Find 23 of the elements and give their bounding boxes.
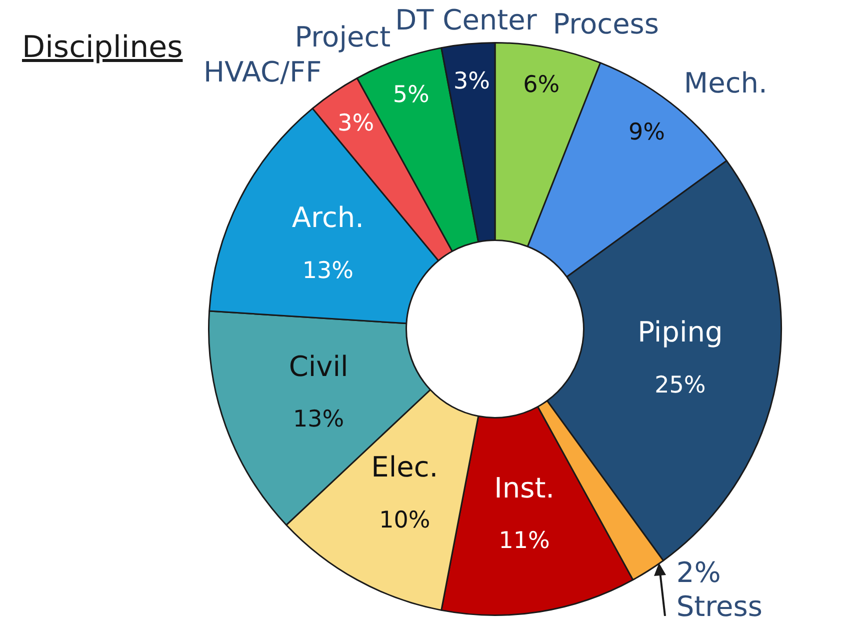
data-label: 11%	[498, 528, 550, 554]
slice-label: Process	[552, 7, 659, 40]
slice-label: Elec.	[371, 450, 438, 484]
slice-label: Mech.	[684, 66, 768, 100]
slice-label: Arch.	[292, 201, 364, 234]
data-label: 13%	[302, 258, 354, 284]
data-label: 2%	[676, 556, 721, 589]
slice-label: Stress	[676, 590, 762, 618]
slice-label: HVAC/FF	[203, 55, 322, 88]
text: Disciplines	[22, 30, 183, 65]
data-label: 6%	[523, 72, 560, 98]
data-label: 10%	[379, 507, 430, 534]
data-label: 3%	[338, 110, 374, 136]
slice-label: Civil	[288, 350, 348, 383]
data-label: 3%	[453, 68, 490, 95]
data-label: 13%	[293, 406, 344, 432]
slice-label: Piping	[638, 316, 723, 349]
slice-label: DT Center	[395, 3, 538, 36]
data-label: 5%	[392, 82, 430, 108]
data-label: 9%	[628, 119, 665, 146]
data-label: 25%	[654, 372, 706, 398]
slice-label: Project	[294, 20, 391, 54]
slice-label: Inst.	[494, 471, 555, 504]
